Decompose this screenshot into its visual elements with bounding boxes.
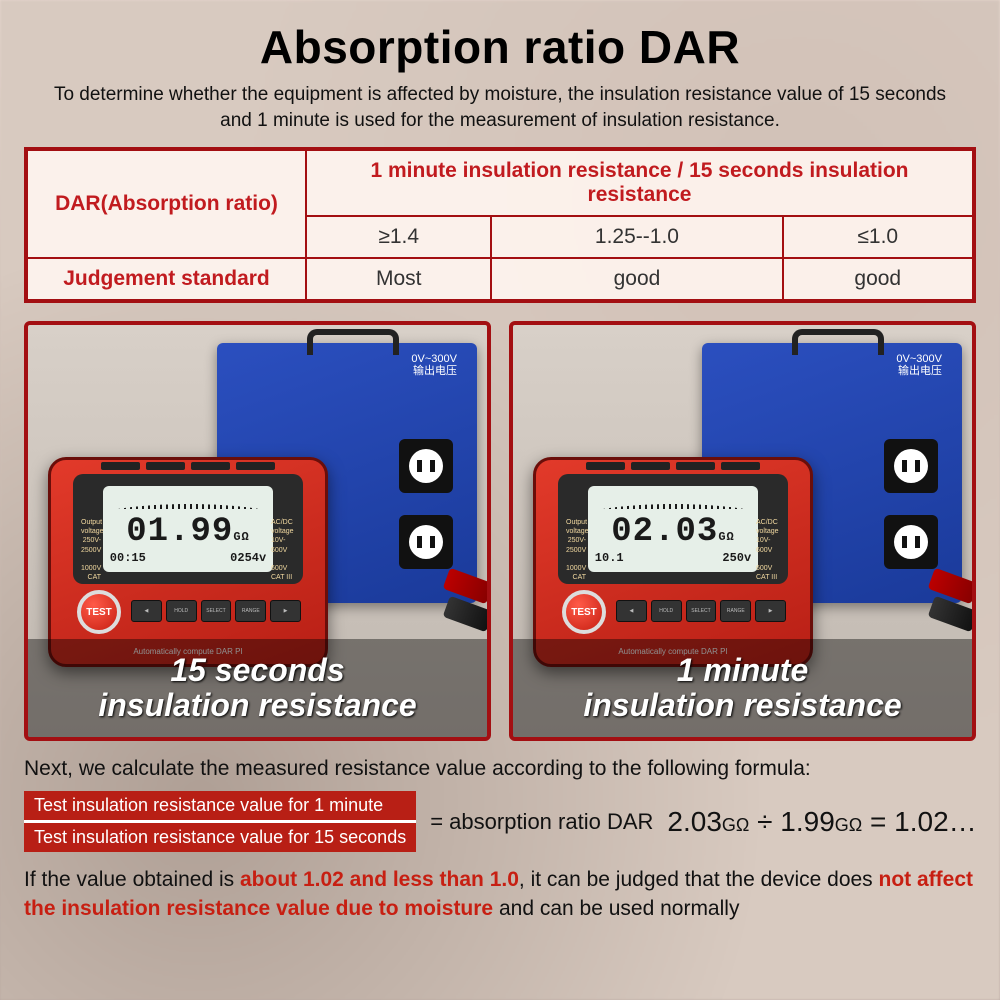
meter-btn-row: ◀ HOLD SELECT RANGE ▶ [616,600,786,622]
formula-row: Test insulation resistance value for 1 m… [24,791,976,852]
lcd-main-value: 01.99 [126,513,233,551]
calc-res: = 1.02… [870,806,977,837]
dar-c3: ≤1.0 [783,216,975,258]
dar-j2: good [491,258,782,301]
insulation-meter: ANENG MH13 Output voltage 250V-2500V 100… [48,457,328,667]
lcd-bottom-left: 00:15 [110,551,146,565]
meter-right-text: AC/DC voltage 10V-600V 600V CAT III [756,518,780,582]
meter-btn[interactable]: HOLD [651,600,682,622]
meter-btn[interactable]: ▶ [755,600,786,622]
bluebox-line2: 输出电压 [413,365,457,377]
test-button[interactable]: TEST [77,590,121,634]
lcd-unit: GΩ [233,530,249,544]
bluebox-line1: 0V~300V [411,353,457,365]
meter-btn[interactable]: ▶ [270,600,301,622]
insulation-meter: ANENG MH13 Output voltage 250V-2500V 100… [533,457,813,667]
lcd-unit: GΩ [718,530,734,544]
meter-right-text: AC/DC voltage 10V-600V 600V CAT III [271,518,295,582]
dar-table: DAR(Absorption ratio) 1 minute insulatio… [24,147,976,303]
conclusion-text: If the value obtained is about 1.02 and … [24,866,976,923]
dar-rowlabel-1: DAR(Absorption ratio) [26,149,306,258]
meter-lcd: 02.03GΩ 10.1 250v [588,486,758,572]
panel-1min: 0V~300V输出电压 ANENG MH13 Output voltage 25… [509,321,976,741]
outlet-icon [399,439,453,493]
dar-j1: Most [306,258,491,301]
meter-btn-row: ◀ HOLD SELECT RANGE ▶ [131,600,301,622]
page-title: Absorption ratio DAR [24,20,976,74]
meter-left-text: Output voltage 250V-2500V 1000V CAT [566,518,586,582]
panel-caption-15s: 15 seconds insulation resistance [28,639,487,737]
bluebox-line2: 输出电压 [898,365,942,377]
panel-15s: 0V~300V输出电压 ANENG MH13 Output voltage 25… [24,321,491,741]
calc-v1: 2.03 [667,806,722,837]
conc-h1: about 1.02 and less than 1.0 [240,868,519,891]
formula-fraction: Test insulation resistance value for 1 m… [24,791,416,852]
meter-btn[interactable]: RANGE [720,600,751,622]
dar-c1: ≥1.4 [306,216,491,258]
meter-btn[interactable]: ◀ [616,600,647,622]
outlet-icon [884,439,938,493]
calc-op: ÷ [757,806,772,837]
meter-left-text: Output voltage 250V-2500V 1000V CAT [81,518,101,582]
conc-p1: If the value obtained is [24,868,240,891]
outlet-icon [884,515,938,569]
lcd-main-value: 02.03 [611,513,718,551]
dar-header-span: 1 minute insulation resistance / 15 seco… [306,149,974,216]
formula-numerator: Test insulation resistance value for 1 m… [24,791,416,823]
dar-rowlabel-2: Judgement standard [26,258,306,301]
conc-p3: and can be used normally [493,897,739,920]
panel-caption-1min: 1 minute insulation resistance [513,639,972,737]
bluebox-line1: 0V~300V [896,353,942,365]
subtitle-text: To determine whether the equipment is af… [40,82,960,133]
calc-v2: 1.99 [780,806,835,837]
lcd-bottom-left: 10.1 [595,551,624,565]
outlet-icon [399,515,453,569]
test-button[interactable]: TEST [562,590,606,634]
formula-calc: 2.03GΩ ÷ 1.99GΩ = 1.02… [667,806,976,838]
calc-u1: GΩ [722,815,749,835]
meter-btn[interactable]: HOLD [166,600,197,622]
meter-ports [586,462,760,470]
dar-c2: 1.25--1.0 [491,216,782,258]
meter-btn[interactable]: RANGE [235,600,266,622]
lcd-gauge-icon [597,493,750,509]
lcd-bottom-right: 250v [722,551,751,565]
meter-ports [101,462,275,470]
conc-p2: , it can be judged that the device does [519,868,879,891]
meter-lcd: 01.99GΩ 00:15 0254v [103,486,273,572]
meter-btn[interactable]: ◀ [131,600,162,622]
dar-j3: good [783,258,975,301]
lcd-gauge-icon [112,493,265,509]
meter-btn[interactable]: SELECT [686,600,717,622]
formula-denominator: Test insulation resistance value for 15 … [24,823,416,852]
meter-btn[interactable]: SELECT [201,600,232,622]
formula-intro: Next, we calculate the measured resistan… [24,757,976,781]
formula-eq-label: = absorption ratio DAR [430,809,653,835]
lcd-bottom-right: 0254v [230,551,266,565]
calc-u2: GΩ [835,815,862,835]
